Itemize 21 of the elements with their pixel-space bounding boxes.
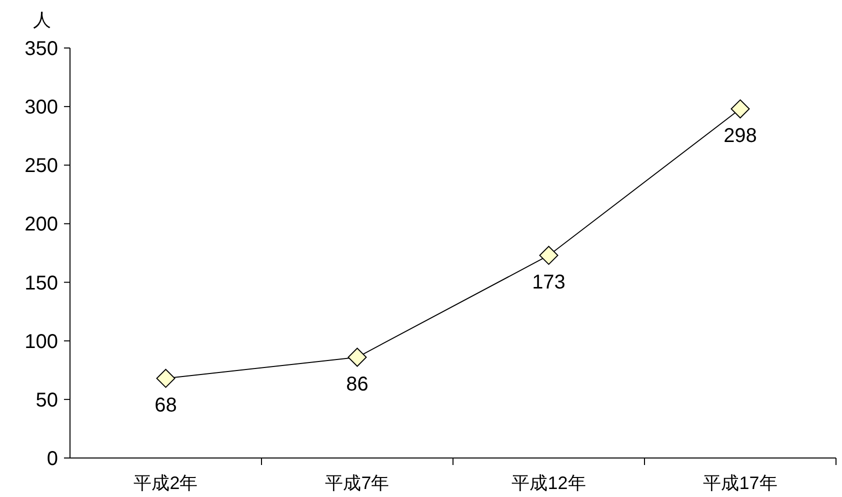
y-tick-label: 300 <box>24 96 58 119</box>
x-tick-label: 平成2年 <box>134 473 198 493</box>
x-tick-label: 平成17年 <box>703 473 778 493</box>
point <box>348 348 367 367</box>
y-tick-label: 250 <box>24 155 58 178</box>
y-tick-label: 100 <box>24 330 58 353</box>
y-tick-label: 0 <box>46 448 58 470</box>
point <box>730 99 750 118</box>
y-tick-label: 350 <box>24 38 58 60</box>
y-tick-label: 200 <box>24 214 58 236</box>
x-tick-label: 平成7年 <box>325 473 390 493</box>
data-label: 68 <box>154 394 177 416</box>
y-tick-label: 150 <box>24 272 58 294</box>
data-label: 173 <box>532 271 566 294</box>
data-label: 86 <box>346 373 368 396</box>
y-tick-label: 50 <box>36 389 58 412</box>
y-axis-title: 人 <box>33 10 51 30</box>
point <box>539 246 558 265</box>
x-tick-label: 平成12年 <box>512 473 586 493</box>
data-label: 298 <box>724 124 757 147</box>
point <box>156 368 176 388</box>
